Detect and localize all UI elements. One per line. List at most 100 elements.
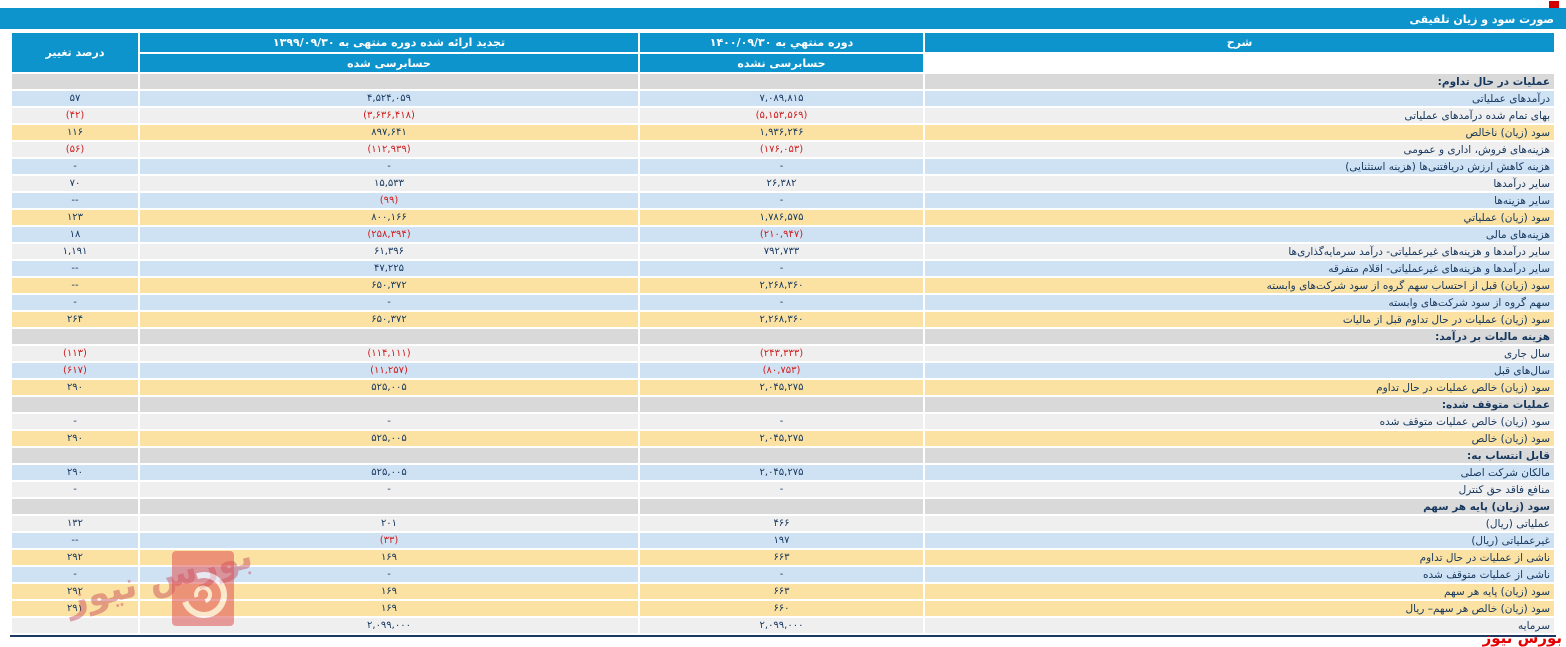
current-period-value: ۲,۰۴۵,۲۷۵ (640, 465, 923, 480)
current-period-value: - (640, 193, 923, 208)
prior-period-value: ۸۰۰,۱۶۶ (140, 210, 638, 225)
row-label: سود (زیان) خالص هر سهم– ریال (925, 601, 1554, 616)
current-period-value: ۶۶۰ (640, 601, 923, 616)
table-row: هزینه‌های فروش، اداری و عمومی (۱۷۶,۰۵۳) (۱… (12, 142, 1554, 157)
change-percent-value (12, 397, 138, 412)
row-label: بهای تمام شده درآمدهای عملیاتی (925, 108, 1554, 123)
table-header: شرح دوره منتهي به ۱۴۰۰/۰۹/۳۰ تجدید ارائه… (12, 33, 1554, 72)
change-percent-value: (۵۶) (12, 142, 138, 157)
current-period-value: - (640, 567, 923, 582)
header-prior-period: تجدید ارائه شده دوره منتهی به ۱۳۹۹/۰۹/۳۰ (140, 33, 638, 52)
prior-period-value: ۴۷,۲۲۵ (140, 261, 638, 276)
row-label: هزینه مالیات بر درآمد: (925, 329, 1554, 344)
current-period-value (640, 329, 923, 344)
change-percent-value: ۲۹۰ (12, 380, 138, 395)
current-period-value: ۱,۷۸۶,۵۷۵ (640, 210, 923, 225)
table-row: سایر درآمدها و هزینه‌های غیرعملیاتی- درآ… (12, 244, 1554, 259)
change-percent-value: - (12, 414, 138, 429)
current-period-value: - (640, 159, 923, 174)
change-percent-value: ۲۶۴ (12, 312, 138, 327)
current-period-value: ۲,۰۹۹,۰۰۰ (640, 618, 923, 633)
row-label: سال‌های قبل (925, 363, 1554, 378)
table-row: ناشی از عملیات در حال تداوم ۶۶۳ ۱۶۹ ۲۹۲ (12, 550, 1554, 565)
top-right-red-mark (1549, 1, 1559, 8)
prior-period-value: ۵۲۵,۰۰۵ (140, 465, 638, 480)
row-label: سایر درآمدها و هزینه‌های غیرعملیاتی- اقل… (925, 261, 1554, 276)
table-row: عملیاتی (ریال) ۴۶۶ ۲۰۱ ۱۳۲ (12, 516, 1554, 531)
current-period-value (640, 448, 923, 463)
section-row: هزینه مالیات بر درآمد: (12, 329, 1554, 344)
row-label: عملیات متوقف شده: (925, 397, 1554, 412)
section-row: قابل انتساب به: (12, 448, 1554, 463)
header-description: شرح (925, 33, 1554, 52)
header-current-period-audit-status: حسابرسی نشده (640, 54, 923, 72)
prior-period-value: ۱۶۹ (140, 550, 638, 565)
current-period-value: - (640, 482, 923, 497)
prior-period-value: - (140, 482, 638, 497)
change-percent-value: ۲۹۰ (12, 431, 138, 446)
current-period-value: (۱۷۶,۰۵۳) (640, 142, 923, 157)
current-period-value: ۲۶,۳۸۲ (640, 176, 923, 191)
current-period-value: ۲,۰۴۵,۲۷۵ (640, 380, 923, 395)
prior-period-value: ۵۲۵,۰۰۵ (140, 380, 638, 395)
change-percent-value: ۲۹۲ (12, 584, 138, 599)
row-label: سود (زیان) پایه هر سهم (925, 499, 1554, 514)
prior-period-value (140, 74, 638, 89)
row-label: سود (زیان) عملیاتي (925, 210, 1554, 225)
prior-period-value: ۲۰۱ (140, 516, 638, 531)
current-period-value: ۶۶۳ (640, 584, 923, 599)
table-row: درآمدهای عملیاتی ۷,۰۸۹,۸۱۵ ۴,۵۲۴,۰۵۹ ۵۷ (12, 91, 1554, 106)
change-percent-value: - (12, 295, 138, 310)
row-label: سود (زیان) قبل از احتساب سهم گروه از سود… (925, 278, 1554, 293)
current-period-value: ۷۹۲,۷۳۳ (640, 244, 923, 259)
current-period-value: ۷,۰۸۹,۸۱۵ (640, 91, 923, 106)
section-row: عملیات متوقف شده: (12, 397, 1554, 412)
row-label: سود (زیان) خالص (925, 431, 1554, 446)
row-label: غیرعملیاتی (ریال) (925, 533, 1554, 548)
change-percent-value: ۱۲۳ (12, 210, 138, 225)
change-percent-value: ۷۰ (12, 176, 138, 191)
table-row: سود (زیان) پایه هر سهم ۶۶۳ ۱۶۹ ۲۹۲ (12, 584, 1554, 599)
current-period-value: (۵,۱۵۳,۵۶۹) (640, 108, 923, 123)
prior-period-value: - (140, 159, 638, 174)
table-row: سهم گروه از سود شرکت‌های وابسته - - - (12, 295, 1554, 310)
change-percent-value: ۱۳۲ (12, 516, 138, 531)
pl-statement-table-wrap: شرح دوره منتهي به ۱۴۰۰/۰۹/۳۰ تجدید ارائه… (10, 31, 1556, 637)
table-row: ناشی از عملیات متوقف شده - - - (12, 567, 1554, 582)
prior-period-value: (۳,۶۳۶,۴۱۸) (140, 108, 638, 123)
prior-period-value (140, 448, 638, 463)
current-period-value: (۲۱۰,۹۴۷) (640, 227, 923, 242)
current-period-value: ۱,۹۳۶,۲۴۶ (640, 125, 923, 140)
prior-period-value: ۱۶۹ (140, 584, 638, 599)
change-percent-value: - (12, 482, 138, 497)
change-percent-value: ۲۹۱ (12, 601, 138, 616)
current-period-value: ۲,۲۶۸,۳۶۰ (640, 278, 923, 293)
prior-period-value: (۱۱۴,۱۱۱) (140, 346, 638, 361)
row-label: سود (زیان) عملیات در حال تداوم قبل از ما… (925, 312, 1554, 327)
row-label: سود (زیان) ناخالص (925, 125, 1554, 140)
change-percent-value: (۱۱۳) (12, 346, 138, 361)
current-period-value (640, 499, 923, 514)
current-period-value: (۸۰,۷۵۳) (640, 363, 923, 378)
table-row: سایر درآمدها و هزینه‌های غیرعملیاتی- اقل… (12, 261, 1554, 276)
change-percent-value: -- (12, 533, 138, 548)
row-label: سرمایه (925, 618, 1554, 633)
table-row: سود (زیان) ناخالص ۱,۹۳۶,۲۴۶ ۸۹۷,۶۴۱ ۱۱۶ (12, 125, 1554, 140)
prior-period-value: ۴,۵۲۴,۰۵۹ (140, 91, 638, 106)
pl-statement-table: شرح دوره منتهي به ۱۴۰۰/۰۹/۳۰ تجدید ارائه… (10, 31, 1556, 635)
change-percent-value: ۵۷ (12, 91, 138, 106)
row-label: درآمدهای عملیاتی (925, 91, 1554, 106)
row-label: عملیاتی (ریال) (925, 516, 1554, 531)
row-label: هزینه کاهش ارزش دریافتنی‌ها (هزینه استثن… (925, 159, 1554, 174)
row-label: منافع فاقد حق کنترل (925, 482, 1554, 497)
prior-period-value (140, 329, 638, 344)
title-bar: صورت سود و زیان تلفیقی (0, 8, 1566, 29)
current-period-value: ۲,۰۴۵,۲۷۵ (640, 431, 923, 446)
table-row: سود (زیان) خالص هر سهم– ریال ۶۶۰ ۱۶۹ ۲۹۱ (12, 601, 1554, 616)
row-label: عملیات در حال تداوم: (925, 74, 1554, 89)
row-label: هزینه‌های مالی (925, 227, 1554, 242)
page-title: صورت سود و زیان تلفیقی (1409, 13, 1554, 26)
table-row: سایر هزینه‌ها - (۹۹) -- (12, 193, 1554, 208)
prior-period-value: ۶۵۰,۳۷۲ (140, 312, 638, 327)
header-row-2: حسابرسی نشده حسابرسی شده (12, 54, 1554, 72)
